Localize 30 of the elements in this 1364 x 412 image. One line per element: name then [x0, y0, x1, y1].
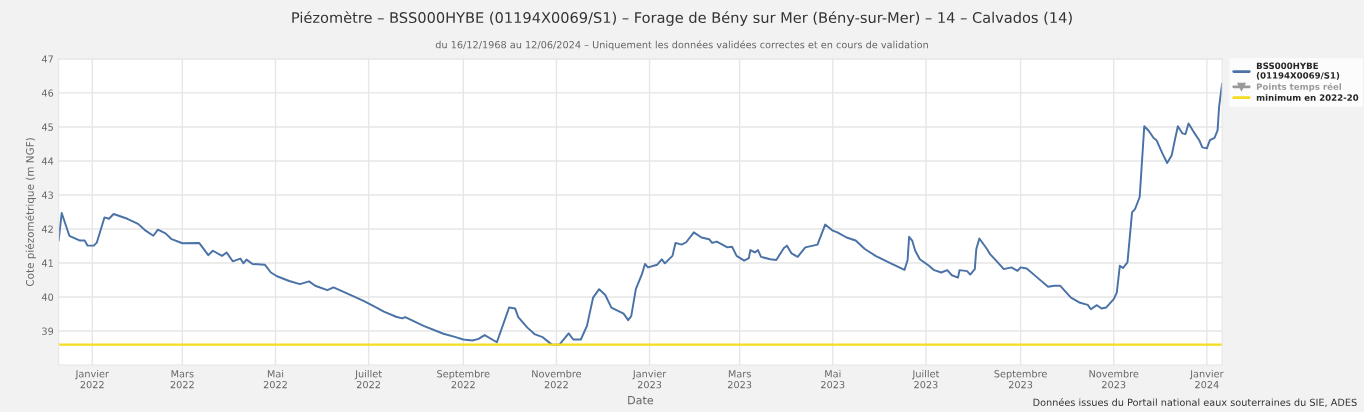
y-tick-label: 40 [41, 293, 54, 301]
x-tick-label: Mai 2023 [821, 369, 845, 389]
y-tick-label: 44 [41, 157, 54, 165]
y-tick-label: 41 [41, 259, 53, 267]
x-tick-label: Septembre 2023 [994, 369, 1047, 389]
x-tick-label: Janvier 2022 [75, 369, 109, 389]
text: Données issues du Portail national eaux souterraines du SIE, ADES [1033, 398, 1357, 407]
x-tick-label: Mars 2022 [170, 370, 194, 389]
legend-label: minimum en 2022-20 [1256, 94, 1359, 101]
x-tick-label: Mai 2022 [263, 369, 287, 389]
y-tick-label: 47 [41, 55, 53, 63]
x-tick-label: Janvier 2024 [1189, 369, 1224, 389]
y-tick-label: 46 [41, 89, 54, 97]
y-tick-label: 42 [41, 225, 53, 233]
legend-label: BSS000HYBE (01194X0069/S1) [1256, 62, 1340, 80]
x-tick-label: Septembre 2022 [437, 369, 490, 389]
y-tick-label: 43 [41, 191, 54, 199]
x-axis-title: Date [628, 396, 654, 405]
x-tick-label: Juillet 2023 [911, 369, 940, 389]
x-tick-label: Mars 2023 [727, 370, 752, 389]
legend-label: Points temps réel [1256, 82, 1342, 92]
chart-subtitle: du 16/12/1968 au 12/06/2024 – Uniquement les données validées correctes et en cours de validation [435, 40, 928, 51]
chart-title: Piézomètre – BSS000HYBE (01194X0069/S1) – Forage de Bény sur Mer (Bény-sur-Mer) – 14 – Calvados (14) [292, 11, 1072, 26]
x-tick-label: Juillet 2022 [354, 369, 382, 389]
y-tick-label: 45 [41, 123, 53, 131]
x-tick-label: Novembre 2023 [1089, 369, 1139, 389]
y-tick-label: 39 [42, 327, 54, 335]
x-tick-label: Novembre 2022 [532, 369, 582, 389]
y-axis-title: Cote piézométrique (m NGF) [25, 138, 36, 287]
x-tick-label: Janvier 2023 [632, 369, 667, 389]
